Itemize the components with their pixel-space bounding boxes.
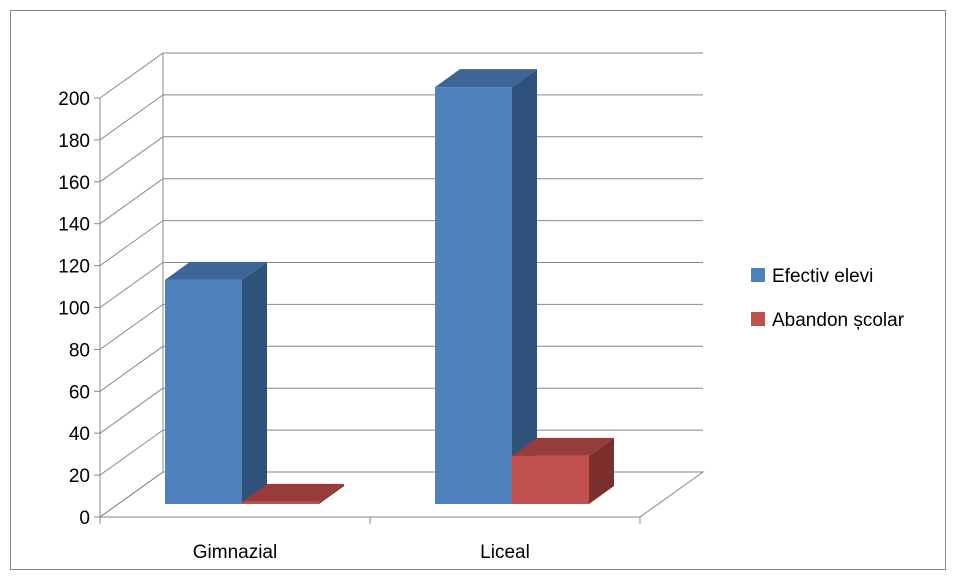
category-labels: Gimnazial Liceal xyxy=(193,542,530,563)
y-tick-label: 120 xyxy=(58,257,90,278)
gridline-side xyxy=(99,387,164,434)
bar-side xyxy=(319,483,344,504)
bar-side xyxy=(512,69,537,504)
axes xyxy=(94,97,641,524)
y-tick-labels: 0 20 40 60 80 100 120 140 160 180 200 xyxy=(58,89,90,529)
bar-top xyxy=(242,483,344,502)
category-label: Liceal xyxy=(480,542,530,563)
legend-label: Abandon școlar xyxy=(772,310,905,331)
y-tick-label: 100 xyxy=(58,299,90,320)
bar-top xyxy=(165,261,267,280)
bar xyxy=(242,483,344,504)
gridline-side xyxy=(99,345,164,392)
gridline-side xyxy=(99,52,164,99)
bar-side xyxy=(589,437,614,504)
bar xyxy=(512,437,614,504)
bar-front xyxy=(165,279,242,504)
y-tick-label: 20 xyxy=(69,466,90,487)
gridline-side xyxy=(99,178,164,225)
legend: Efectiv elevi Abandon școlar xyxy=(751,266,905,331)
y-tick-label: 80 xyxy=(69,340,90,361)
y-tick-label: 60 xyxy=(69,382,90,403)
gridline-side xyxy=(99,429,164,476)
bar-front xyxy=(242,501,319,504)
y-tick-label: 180 xyxy=(58,131,90,152)
chart-border xyxy=(10,10,946,570)
bar-top xyxy=(512,437,614,456)
y-tick-label: 140 xyxy=(58,215,90,236)
gridline-side xyxy=(99,262,164,308)
bar-top xyxy=(435,69,537,88)
legend-swatch xyxy=(751,312,765,326)
gridline-side xyxy=(99,303,164,350)
gridline-side xyxy=(99,220,164,267)
y-tick-label: 200 xyxy=(58,89,90,110)
legend-label: Efectiv elevi xyxy=(772,266,873,287)
bar-front xyxy=(512,455,589,504)
gridline-side xyxy=(99,136,164,183)
y-tick-label: 40 xyxy=(69,424,90,445)
bar xyxy=(165,261,267,504)
bar xyxy=(435,69,537,504)
legend-swatch xyxy=(751,268,765,282)
y-tick-label: 160 xyxy=(58,173,90,194)
bars xyxy=(165,69,614,504)
category-label: Gimnazial xyxy=(193,542,277,563)
bar-side xyxy=(242,261,267,504)
y-tick-label: 0 xyxy=(79,508,90,529)
grid-lines xyxy=(98,52,705,518)
floor-outline xyxy=(98,471,705,518)
gridline-side xyxy=(99,94,164,141)
bar-front xyxy=(435,87,512,504)
